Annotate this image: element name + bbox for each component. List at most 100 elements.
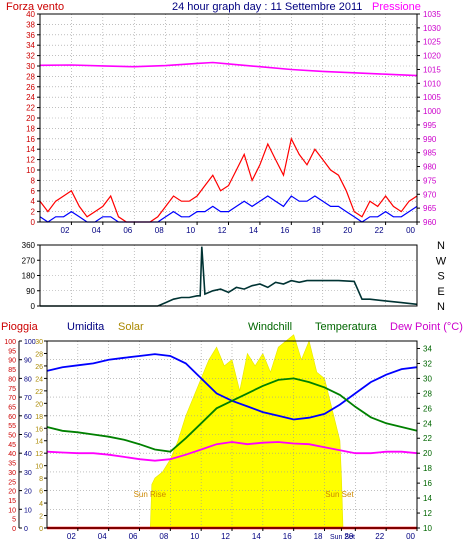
wind-left-tick-label: 24	[26, 93, 35, 102]
wind-left-tick-label: 12	[26, 156, 35, 165]
climate-panel-xtick-label: 18	[314, 532, 323, 541]
wind-left-tick-label: 14	[26, 145, 35, 154]
rain-tick-label: 15	[8, 498, 16, 505]
wind-left-tick-label: 34	[26, 41, 35, 50]
wind-panel-xtick-label: 12	[218, 226, 227, 235]
rain-tick-label: 85	[8, 367, 16, 374]
pressure-tick-label: 960	[423, 218, 437, 227]
rain-tick-label: 95	[8, 348, 16, 355]
rain-tick-label: 20	[8, 489, 16, 496]
wind-panel-xtick-label: 14	[249, 226, 258, 235]
temperature-tick-label: 20	[423, 449, 432, 458]
wind-left-tick-label: 40	[26, 10, 35, 19]
climate-panel-xtick-label: 06	[129, 532, 138, 541]
humidity-label: Umidita	[67, 321, 105, 333]
wind-panel-xtick-label: 06	[123, 226, 132, 235]
climate-panel-xtick-label: 08	[159, 532, 168, 541]
temperature-tick-label: 16	[423, 479, 432, 488]
pressure-tick-label: 965	[423, 204, 437, 213]
rain-tick-label: 65	[8, 404, 16, 411]
solar-tick-label: 26	[35, 364, 43, 371]
wind-left-tick-label: 22	[26, 104, 35, 113]
wind-left-tick-label: 16	[26, 135, 35, 144]
pressure-tick-label: 1030	[423, 24, 441, 33]
wind-left-tick-label: 36	[26, 31, 35, 40]
rain-tick-label: 55	[8, 423, 16, 430]
pressure-tick-label: 980	[423, 163, 437, 172]
pressure-tick-label: 1035	[423, 10, 441, 19]
wind-series-pressione	[39, 61, 418, 77]
temperature-tick-label: 14	[423, 494, 432, 503]
temperature-tick-label: 12	[423, 509, 432, 518]
wind-panel-xtick-label: 16	[280, 226, 289, 235]
solar-tick-label: 22	[35, 389, 43, 396]
temperature-tick-label: 24	[423, 419, 432, 428]
wind-panel-xtick-label: 18	[312, 226, 321, 235]
temperature-label: Temperatura	[315, 321, 378, 333]
wind-series-raffica	[39, 137, 418, 223]
solar-tick-label: 28	[35, 351, 43, 358]
wind-panel-xtick-label: 22	[375, 226, 384, 235]
wind-left-tick-label: 0	[31, 218, 36, 227]
rain-tick-label: 100	[4, 339, 16, 346]
pressure-tick-label: 1015	[423, 65, 441, 74]
dewpoint-label: Dew Point (°C)	[390, 321, 463, 333]
solar-tick-label: 10	[35, 464, 43, 471]
wind-left-tick-label: 38	[26, 20, 35, 29]
wind-left-tick-label: 30	[26, 62, 35, 71]
solar-tick-label: 24	[35, 376, 43, 383]
climate-panel-xtick-label: 04	[98, 532, 107, 541]
solar-tick-label: 6	[39, 489, 43, 496]
direction-panel-frame	[39, 244, 418, 307]
rain-tick-label: 75	[8, 386, 16, 393]
temperature-tick-label: 34	[423, 344, 432, 353]
rain-tick-label: 10	[8, 507, 16, 514]
windchill-label: Windchill	[248, 321, 292, 333]
wind-left-tick-label: 10	[26, 166, 35, 175]
humidity-tick-label: 60	[24, 414, 32, 421]
wind-left-tick-label: 32	[26, 52, 35, 61]
solar-tick-label: 14	[35, 439, 43, 446]
solar-tick-label: 20	[35, 401, 43, 408]
solar-tick-label: 16	[35, 426, 43, 433]
sunrise-label: Sun Rise	[134, 490, 167, 499]
climate-series-dew-point	[46, 441, 418, 462]
climate-panel-xtick-label: 10	[190, 532, 199, 541]
solar-tick-label: 4	[39, 501, 43, 508]
pressure-tick-label: 975	[423, 176, 437, 185]
temperature-tick-label: 18	[423, 464, 432, 473]
wind-left-tick-label: 18	[26, 124, 35, 133]
rain-tick-label: 5	[12, 517, 16, 524]
rain-tick-label: 40	[8, 451, 16, 458]
wind-left-tick-label: 20	[26, 114, 35, 123]
humidity-tick-label: 80	[24, 376, 32, 383]
compass-label-w: W	[436, 255, 447, 267]
pressure-tick-label: 985	[423, 149, 437, 158]
climate-series-temperatura	[46, 377, 418, 453]
rain-tick-label: 50	[8, 433, 16, 440]
compass-label-s: S	[437, 271, 444, 283]
humidity-tick-label: 50	[24, 433, 32, 440]
rain-tick-label: 0	[12, 526, 16, 533]
rain-tick-label: 25	[8, 479, 16, 486]
direction-tick-label: 360	[22, 241, 36, 250]
wind-panel-xtick-label: 08	[155, 226, 164, 235]
rain-tick-label: 60	[8, 414, 16, 421]
temperature-tick-label: 26	[423, 404, 432, 413]
direction-series	[40, 246, 418, 307]
temperature-tick-label: 22	[423, 434, 432, 443]
wind-speed-label: Forza vento	[6, 1, 64, 13]
humidity-tick-label: 10	[24, 507, 32, 514]
rain-tick-label: 45	[8, 442, 16, 449]
climate-panel-xtick-label: 14	[252, 532, 261, 541]
climate-panel-xtick-label: 16	[283, 532, 292, 541]
pressure-tick-label: 970	[423, 190, 437, 199]
rain-tick-label: 70	[8, 395, 16, 402]
climate-panel-xtick-label: 22	[375, 532, 384, 541]
humidity-tick-label: 90	[24, 358, 32, 365]
wind-panel-xtick-label: 04	[92, 226, 101, 235]
rain-label: Pioggia	[1, 321, 39, 333]
climate-panel-xtick-label: 02	[67, 532, 76, 541]
